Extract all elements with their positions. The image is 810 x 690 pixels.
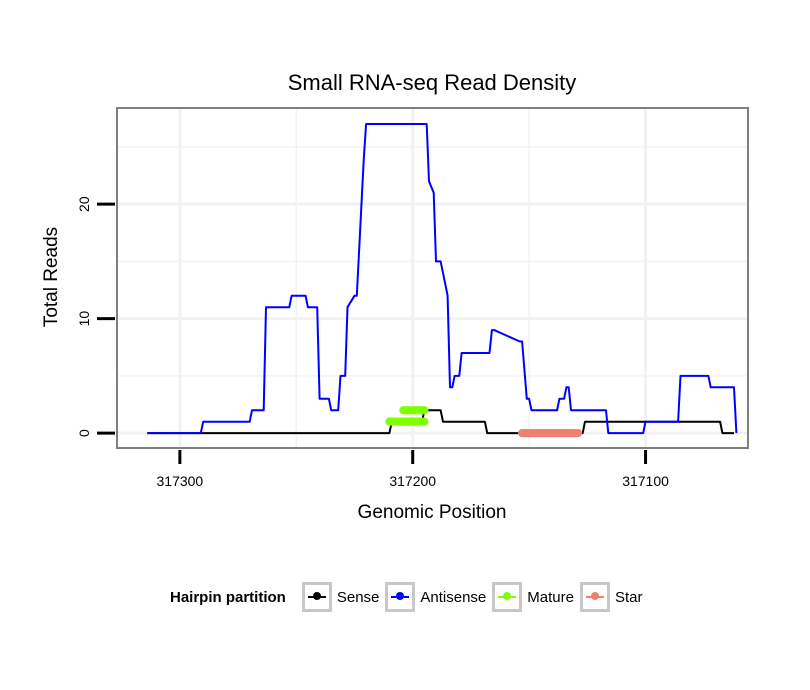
legend-key-mature <box>492 582 523 612</box>
legend-dot-antisense <box>396 592 405 600</box>
legend-key-antisense <box>385 582 416 612</box>
chart-title: Small RNA-seq Read Density <box>287 70 577 95</box>
legend-dot-mature <box>503 592 512 600</box>
legend-title: Hairpin partition <box>170 588 286 606</box>
y-tick-label: 10 <box>76 311 92 327</box>
legend-item-antisense: Antisense <box>385 582 486 612</box>
legend-key-sense <box>301 582 332 612</box>
legend-dot-sense <box>312 592 321 600</box>
legend-item-star: Star <box>579 582 643 612</box>
x-axis-title: Genomic Position <box>357 502 507 523</box>
x-tick-label: 317200 <box>389 473 436 489</box>
legend-label-star: Star <box>614 588 643 606</box>
legend-item-sense: Sense <box>301 582 380 612</box>
y-tick-label: 0 <box>76 429 92 437</box>
series-line-antisense <box>147 123 738 435</box>
legend: Hairpin partition Sense Antisense Mature <box>170 580 648 614</box>
legend-dot-star <box>590 592 599 600</box>
legend-key-star <box>579 582 610 612</box>
segment-point-mature <box>420 417 429 426</box>
y-tick-label: 20 <box>76 196 92 212</box>
segment-point-star <box>574 429 583 438</box>
x-tick-label: 317100 <box>622 473 669 489</box>
y-axis-title: Total Reads <box>41 226 62 328</box>
plot-border <box>116 107 749 449</box>
legend-item-mature: Mature <box>492 582 574 612</box>
segment-point-mature <box>420 406 429 415</box>
x-tick-label: 317300 <box>157 473 204 489</box>
plot-panel <box>117 108 748 448</box>
legend-label-antisense: Antisense <box>420 588 487 606</box>
legend-label-mature: Mature <box>527 588 574 606</box>
legend-label-sense: Sense <box>336 588 380 606</box>
